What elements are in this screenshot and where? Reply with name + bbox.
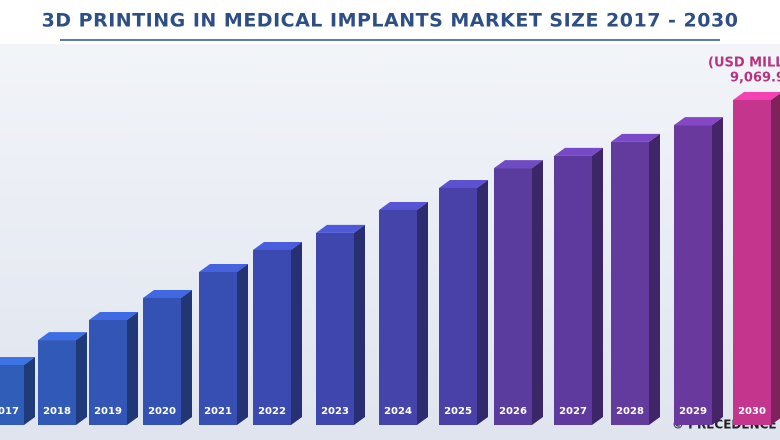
bar-side [771, 93, 780, 425]
bar-top [316, 224, 365, 233]
bar [439, 187, 477, 425]
x-tick-label: 2028 [616, 406, 644, 417]
bar-top [143, 289, 192, 298]
bar-side [532, 160, 543, 426]
x-tick-label: 2026 [499, 406, 527, 417]
unit-label: (USD MILLION) [708, 56, 780, 71]
chart-title: 3D PRINTING IN MEDICAL IMPLANTS MARKET S… [42, 10, 739, 32]
title-banner [0, 0, 780, 44]
bar-side [649, 133, 660, 425]
bar-top [379, 202, 428, 211]
bar [89, 320, 127, 425]
bar-side [181, 289, 192, 425]
bar [494, 168, 532, 426]
bar-top [89, 312, 138, 321]
bar [253, 249, 291, 425]
x-tick-label: 2024 [384, 406, 412, 417]
x-tick-label: 2025 [444, 406, 472, 417]
x-tick-label: 2021 [204, 406, 232, 417]
x-tick-label: 2030 [738, 406, 766, 417]
bar-top [253, 241, 302, 250]
bar-side [354, 224, 365, 425]
bar [38, 340, 76, 425]
bar-top [199, 263, 248, 272]
bar-top [494, 160, 543, 169]
x-tick-label: 2029 [679, 406, 707, 417]
bar-top [554, 147, 603, 156]
bar [611, 141, 649, 425]
x-tick-label: 2023 [321, 406, 349, 417]
bar-side [76, 332, 87, 425]
bar-side [291, 241, 302, 425]
bar [316, 232, 354, 425]
value-label: 9,069.9 [730, 71, 780, 86]
bar [379, 210, 417, 425]
bar-side [24, 356, 35, 425]
x-tick-label: 2017 [0, 406, 19, 417]
bar-side [477, 179, 488, 425]
bar-side [417, 202, 428, 425]
bar-top [0, 356, 35, 365]
bar-side [592, 147, 603, 425]
x-tick-label: 2018 [43, 406, 71, 417]
bar [733, 100, 771, 425]
bar [554, 155, 592, 425]
bar-top [38, 332, 87, 341]
x-tick-label: 2020 [148, 406, 176, 417]
x-tick-label: 2019 [94, 406, 122, 417]
bar [0, 364, 24, 425]
bar-top [611, 133, 660, 142]
bar-side [712, 117, 723, 426]
bar [143, 297, 181, 425]
bar-side [127, 312, 138, 425]
bar [199, 271, 237, 425]
bar-side [237, 263, 248, 425]
x-tick-label: 2022 [258, 406, 286, 417]
bar-top [733, 92, 780, 100]
x-tick-label: 2027 [559, 406, 587, 417]
bar-top [674, 117, 723, 126]
bar-top [439, 179, 488, 188]
bar [674, 125, 712, 426]
